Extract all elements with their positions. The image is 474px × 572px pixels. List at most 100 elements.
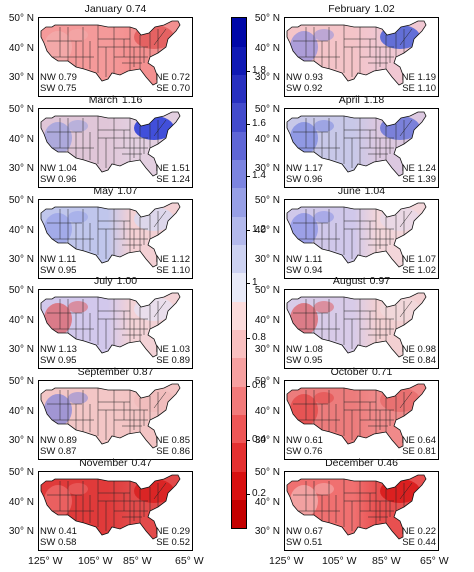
latitude-label: 50° N	[8, 195, 34, 206]
latitude-label: 50° N	[8, 467, 34, 478]
longitude-label: 105° W	[322, 555, 357, 567]
colorbar-segment	[232, 301, 246, 331]
month-value: 1.18	[363, 94, 385, 106]
stat-se: SE 0.52	[156, 537, 190, 548]
month-value: 0.74	[125, 3, 147, 15]
month-value: 1.07	[117, 185, 138, 197]
colorbar-segment	[232, 358, 246, 387]
stat-nw: NW 1.11	[40, 254, 77, 265]
stat-sw: SW 0.92	[286, 83, 323, 94]
month-label: June	[337, 185, 361, 197]
latitude-label: 50° N	[254, 104, 280, 115]
longitude-label: 85° W	[372, 555, 401, 567]
usa-map	[284, 17, 439, 97]
latitude-label: 30° N	[8, 254, 34, 265]
latitude-label: 30° N	[8, 72, 34, 83]
map-panel-may: May 1.07 NW 1.11 SW 0.95 NE 1.12 SE 1.10	[38, 185, 193, 279]
panel-title: September 0.87	[38, 366, 193, 378]
latitude-label: 30° N	[8, 344, 34, 355]
stat-nw: NW 0.41	[40, 526, 77, 537]
stat-ne: NE 1.03	[155, 344, 190, 355]
colorbar-tick: 0.6	[246, 380, 266, 391]
stat-sw: SW 0.96	[286, 174, 323, 185]
latitude-label: 50° N	[8, 104, 34, 115]
colorbar-tick: 1	[246, 277, 258, 288]
colorbar-segment	[232, 159, 246, 189]
stat-nw: NW 0.79	[40, 72, 77, 83]
stat-sw: SW 0.51	[286, 537, 323, 548]
latitude-label: 40° N	[8, 315, 34, 326]
latitude-label: 50° N	[254, 467, 280, 478]
month-label: April	[338, 94, 360, 106]
usa-map	[38, 289, 193, 369]
latitude-label: 50° N	[8, 376, 34, 387]
panel-title: April 1.18	[284, 94, 439, 106]
usa-map	[38, 380, 193, 460]
usa-map	[38, 108, 193, 188]
colorbar-tick: 1.4	[246, 170, 266, 181]
colorbar-segment	[232, 414, 246, 444]
panel-title: February 1.02	[284, 3, 439, 15]
stat-ne: NE 1.07	[401, 254, 436, 265]
stat-se: SE 0.70	[156, 83, 190, 94]
month-label: February	[328, 3, 371, 15]
stat-nw: NW 0.61	[286, 435, 323, 446]
latitude-label: 40° N	[8, 497, 34, 508]
colorbar-segment	[232, 216, 246, 246]
map-panel-october: October 0.71 NW 0.61 SW 0.76 NE 0.64 SE 0.81	[284, 366, 439, 460]
stat-se: SE 1.39	[402, 174, 436, 185]
stat-ne: NE 1.19	[401, 72, 436, 83]
stat-se: SE 1.02	[402, 265, 436, 276]
usa-map	[38, 199, 193, 279]
month-label: December	[325, 457, 374, 469]
month-label: March	[88, 94, 118, 106]
stat-ne: NE 0.22	[401, 526, 436, 537]
usa-map	[38, 17, 193, 97]
panel-title: June 1.04	[284, 185, 439, 197]
colorbar-tick: 0.4	[246, 434, 266, 445]
stat-se: SE 0.89	[156, 355, 190, 366]
stat-se: SE 0.86	[156, 446, 190, 457]
colorbar-segment	[232, 74, 246, 104]
map-panel-february: February 1.02 NW 0.93 SW 0.92 NE 1.19 SE 1.10	[284, 3, 439, 97]
stat-ne: NE 0.85	[155, 435, 190, 446]
map-panel-july: July 1.00 NW 1.13 SW 0.95 NE 1.03 SE 0.89	[38, 275, 193, 369]
stat-sw: SW 0.95	[40, 265, 77, 276]
longitude-label: 125° W	[28, 555, 63, 567]
latitude-label: 40° N	[8, 43, 34, 54]
usa-map	[38, 471, 193, 551]
stat-ne: NE 0.98	[401, 344, 436, 355]
stat-nw: NW 0.89	[40, 435, 77, 446]
usa-map	[284, 380, 439, 460]
map-panel-august: August 0.97 NW 1.08 SW 0.95 NE 0.98 SE 0.84	[284, 275, 439, 369]
latitude-label: 30° N	[254, 254, 280, 265]
stat-nw: NW 1.04	[40, 163, 77, 174]
panel-title: May 1.07	[38, 185, 193, 197]
stat-ne: NE 1.24	[401, 163, 436, 174]
usa-map	[284, 108, 439, 188]
colorbar-tick: 1.6	[246, 118, 266, 129]
longitude-label: 85° W	[123, 555, 152, 567]
map-panel-april: April 1.18 NW 1.17 SW 0.96 NE 1.24 SE 1.39	[284, 94, 439, 188]
colorbar-tick: 1.8	[246, 65, 266, 76]
latitude-label: 50° N	[254, 195, 280, 206]
longitude-label: 65° W	[420, 555, 449, 567]
colorbar-tick: 1.2	[246, 224, 266, 235]
colorbar-segment	[232, 273, 246, 302]
stat-se: SE 1.10	[402, 83, 436, 94]
colorbar-segment	[232, 18, 246, 47]
map-panel-december: December 0.46 NW 0.67 SW 0.51 NE 0.22 SE 0.44	[284, 457, 439, 551]
panel-title: July 1.00	[38, 275, 193, 287]
latitude-label: 50° N	[8, 285, 34, 296]
stat-se: SE 1.24	[156, 174, 190, 185]
month-value: 0.97	[369, 275, 391, 287]
colorbar-segment	[232, 499, 246, 529]
latitude-label: 40° N	[254, 497, 280, 508]
stat-se: SE 0.84	[402, 355, 436, 366]
month-value: 0.47	[131, 457, 152, 469]
latitude-label: 30° N	[254, 526, 280, 537]
usa-map	[284, 199, 439, 279]
colorbar-tick: 0.2	[246, 488, 266, 499]
month-label: September	[77, 366, 129, 378]
latitude-label: 30° N	[8, 526, 34, 537]
